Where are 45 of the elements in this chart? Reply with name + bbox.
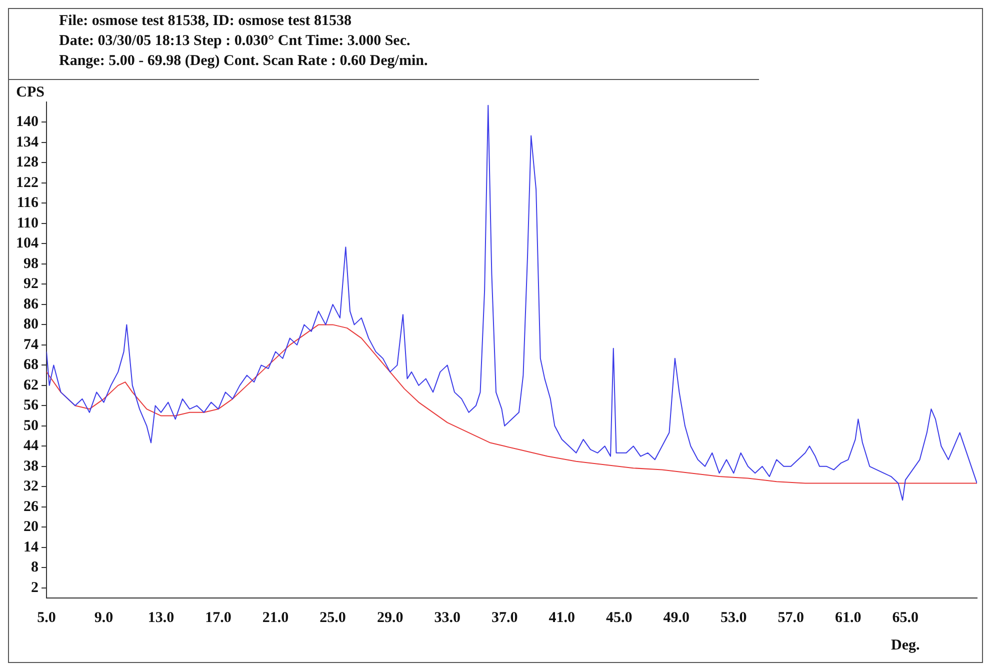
y-tick-label: 134 <box>16 134 39 150</box>
x-tick-label: 5.0 <box>37 610 56 626</box>
y-tick-label: 128 <box>16 154 38 171</box>
x-tick-label: 37.0 <box>491 610 518 626</box>
y-tick-label: 20 <box>24 519 38 536</box>
y-tick-label: 26 <box>24 498 39 515</box>
x-tick-label: 25.0 <box>320 610 346 626</box>
y-tick-label: 110 <box>16 215 38 232</box>
chart-subtitle: Date: 03/30/05 18:13 Step : 0.030° Cnt Time: 3.000 Sec. <box>59 32 412 51</box>
y-tick-label: 44 <box>24 438 39 454</box>
text: Range: 5.00 - 69.98 (Deg) Cont. Scan Rate : 0.60 Deg/min. <box>59 52 429 71</box>
x-tick-label: 13.0 <box>148 610 174 626</box>
y-tick-label: 50 <box>24 418 38 434</box>
x-tick-label: 33.0 <box>434 610 460 626</box>
y-tick-label: 104 <box>16 236 39 252</box>
y-tick-label: 68 <box>24 357 38 374</box>
y-tick-label: 92 <box>24 276 38 292</box>
x-tick-label: 29.0 <box>376 610 404 626</box>
y-tick-label: 14 <box>24 539 39 556</box>
x-tick-label: 57.0 <box>778 610 804 626</box>
y-tick-label: 56 <box>24 398 39 414</box>
y-tick-label: 140 <box>16 114 38 130</box>
y-tick-label: 74 <box>24 336 39 353</box>
x-tick-label: 65.0 <box>892 610 919 626</box>
y-tick-label: 122 <box>16 174 38 191</box>
x-axis-title: Deg. <box>891 637 920 654</box>
y-tick-label: 32 <box>24 478 38 495</box>
y-tick-label: 8 <box>31 560 38 576</box>
x-tick-label: 9.0 <box>94 610 114 626</box>
x-tick-label: 61.0 <box>835 610 862 626</box>
x-tick-label: 45.0 <box>606 610 632 626</box>
x-tick-label: 21.0 <box>262 610 289 626</box>
chart-title: File: osmose test 81538, ID: osmose test 81538 <box>59 12 352 31</box>
x-tick-label: 53.0 <box>720 610 747 626</box>
y-tick-label: 86 <box>24 296 39 312</box>
y-tick-label: 116 <box>16 195 39 212</box>
y-axis-title: CPS <box>16 84 44 100</box>
y-tick-label: 2 <box>31 580 38 596</box>
y-tick-label: 98 <box>24 256 38 272</box>
x-tick-label: 49.0 <box>663 610 690 626</box>
y-tick-label: 38 <box>24 458 38 474</box>
y-tick-label: 62 <box>24 377 38 394</box>
x-tick-label: 41.0 <box>548 610 575 626</box>
x-tick-label: 17.0 <box>205 610 232 626</box>
y-tick-label: 80 <box>24 316 38 333</box>
